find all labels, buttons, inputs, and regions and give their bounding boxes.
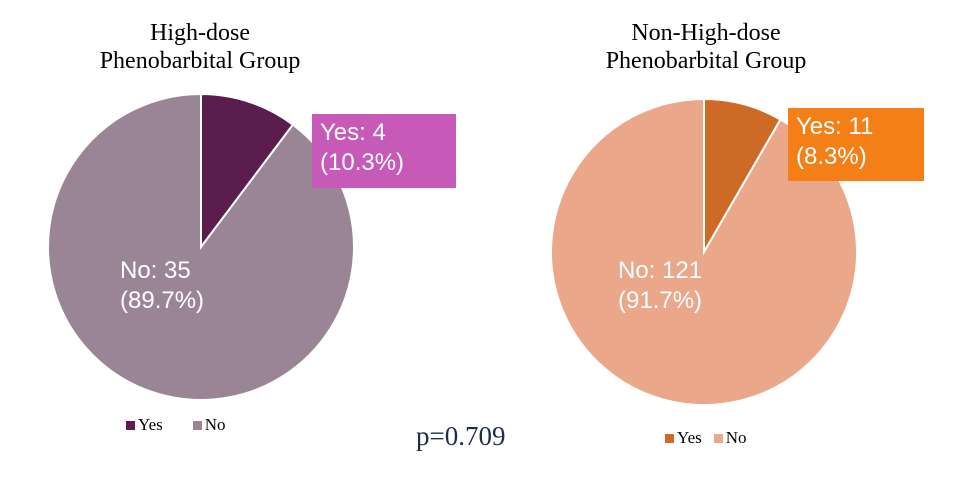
chart2-no-percent-label: (91.7%): [618, 287, 703, 314]
chart2-title: Non-High-dose Phenobarbital Group: [526, 19, 886, 75]
chart1-legend-item-yes: Yes: [126, 415, 163, 435]
chart2-no-label: No: 121 (91.7%): [618, 256, 702, 316]
chart2-yes-callout: Yes: 11 (8.3%): [788, 108, 924, 181]
chart2-legend-item-yes: Yes: [665, 428, 702, 448]
chart1-legend-item-no: No: [192, 415, 226, 435]
chart1-no-label: No: 35 (89.7%): [120, 256, 204, 316]
chart2-title-line1: Non-High-dose: [631, 20, 781, 46]
p-value-annotation: p=0.709: [416, 421, 506, 451]
chart1-title-line2: Phenobarbital Group: [99, 48, 301, 74]
chart1-legend: Yes No: [126, 415, 250, 435]
chart1-title-line1: High-dose: [150, 20, 250, 46]
chart1-legend-label-no: No: [204, 415, 226, 434]
chart2-legend: Yes No: [665, 428, 771, 448]
chart1-slice-no: [47, 92, 355, 401]
chart2-legend-label-no: No: [725, 428, 747, 447]
chart2-legend-label-yes: Yes: [677, 428, 702, 447]
chart1-title: High-dose Phenobarbital Group: [20, 19, 380, 75]
chart1-yes-count-label: Yes: 4: [320, 119, 386, 146]
chart1-yes-percent-label: (10.3%): [320, 149, 405, 176]
chart1-no-percent-label: (89.7%): [120, 287, 205, 314]
chart1-yes-callout: Yes: 4 (10.3%): [312, 114, 456, 188]
chart2-title-line2: Phenobarbital Group: [605, 48, 807, 74]
chart1-legend-swatch-yes: [126, 420, 135, 430]
chart2-legend-item-no: No: [713, 428, 747, 448]
chart1-legend-swatch-no: [192, 420, 202, 430]
chart1-no-count-label: No: 35: [120, 257, 191, 284]
chart2-no-count-label: No: 121: [618, 257, 703, 284]
chart2-yes-percent-label: (8.3%): [796, 143, 867, 170]
chart1-slice-yes: [200, 92, 295, 250]
chart1-legend-label-yes: Yes: [138, 415, 163, 434]
chart2-slice-no: [550, 97, 858, 406]
chart2-legend-swatch-no: [713, 433, 723, 443]
chart2-legend-swatch-yes: [665, 433, 674, 443]
chart2-yes-count-label: Yes: 11: [796, 113, 874, 140]
